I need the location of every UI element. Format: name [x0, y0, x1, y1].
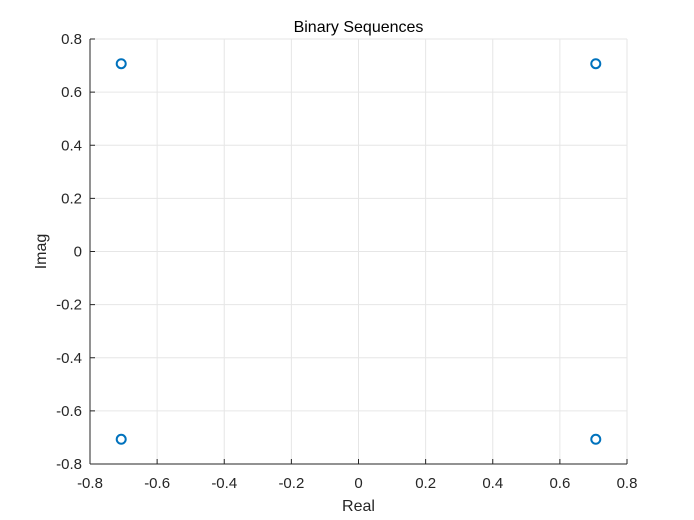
y-tick-label: -0.6: [56, 403, 82, 420]
y-tick-label: 0.4: [61, 137, 82, 154]
y-axis-label: Imag: [33, 234, 50, 270]
x-tick-label: -0.8: [77, 475, 103, 492]
x-tick-label: 0.2: [415, 475, 436, 492]
x-tick-label: 0.4: [482, 475, 503, 492]
y-tick-label: -0.4: [56, 350, 82, 367]
chart-title: Binary Sequences: [294, 19, 424, 36]
axes: [89, 38, 628, 465]
x-tick-label: 0.8: [617, 475, 638, 492]
x-tick-labels: -0.8 -0.6 -0.4 -0.2 0 0.2 0.4 0.6 0.8: [77, 475, 637, 492]
y-tick-label: -0.2: [56, 297, 82, 314]
x-tick-label: 0: [354, 475, 362, 492]
y-tick-label: 0.8: [61, 31, 82, 48]
y-tick-label: 0: [74, 244, 82, 261]
y-tick-label: 0.6: [61, 84, 82, 101]
x-axis-label: Real: [342, 498, 375, 515]
x-tick-label: -0.4: [211, 475, 237, 492]
x-tick-label: 0.6: [549, 475, 570, 492]
x-tick-label: -0.6: [144, 475, 170, 492]
data-point: [590, 433, 602, 445]
y-tick-label: 0.2: [61, 190, 82, 207]
data-point: [590, 58, 602, 70]
grid: [89, 38, 628, 465]
data-point: [115, 433, 127, 445]
data-points: [115, 58, 602, 445]
y-tick-labels: 0.8 0.6 0.4 0.2 0 -0.2 -0.4 -0.6 -0.8: [56, 31, 82, 473]
x-tick-label: -0.2: [278, 475, 304, 492]
data-point: [115, 58, 127, 70]
y-tick-label: -0.8: [56, 456, 82, 473]
